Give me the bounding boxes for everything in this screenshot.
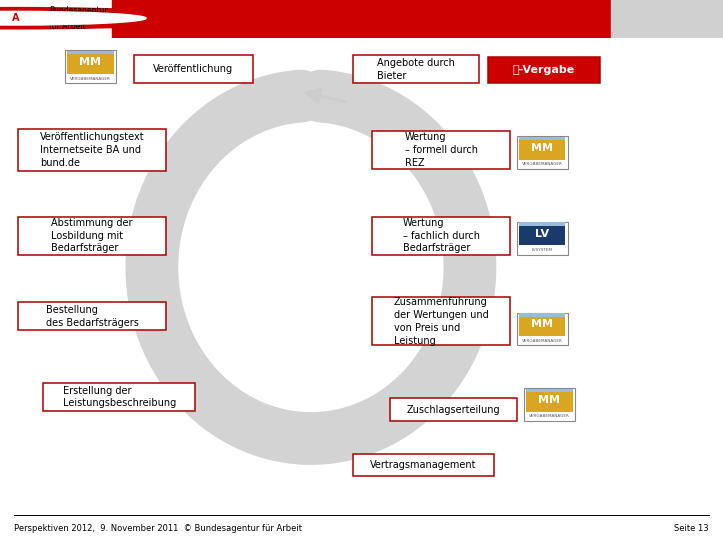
Text: Wertung
– formell durch
REZ: Wertung – formell durch REZ — [405, 132, 477, 168]
FancyBboxPatch shape — [519, 139, 565, 160]
Text: Wertung
– fachlich durch
Bedarfsträger: Wertung – fachlich durch Bedarfsträger — [403, 218, 479, 254]
FancyBboxPatch shape — [519, 315, 565, 336]
Bar — [611, 0, 723, 38]
FancyBboxPatch shape — [517, 136, 568, 169]
FancyBboxPatch shape — [372, 217, 510, 255]
FancyBboxPatch shape — [526, 389, 573, 392]
FancyBboxPatch shape — [488, 57, 600, 83]
Circle shape — [0, 8, 218, 29]
Text: A: A — [12, 13, 20, 23]
FancyBboxPatch shape — [526, 391, 573, 412]
Text: 🖱-Vergabe: 🖱-Vergabe — [513, 65, 576, 75]
Text: MM: MM — [80, 57, 101, 67]
FancyBboxPatch shape — [372, 298, 510, 345]
FancyBboxPatch shape — [519, 313, 565, 317]
FancyBboxPatch shape — [519, 222, 565, 226]
Text: Angebote durch
Bieter: Angebote durch Bieter — [377, 58, 455, 81]
Text: Seite 13: Seite 13 — [674, 524, 709, 533]
FancyBboxPatch shape — [519, 137, 565, 140]
FancyBboxPatch shape — [67, 53, 114, 74]
FancyBboxPatch shape — [134, 55, 253, 83]
FancyBboxPatch shape — [18, 128, 166, 171]
Bar — [112, 0, 611, 38]
Text: Zusammenführung
der Wertungen und
von Preis und
Leistung: Zusammenführung der Wertungen und von Pr… — [393, 297, 489, 346]
FancyBboxPatch shape — [353, 454, 494, 476]
FancyBboxPatch shape — [519, 224, 565, 246]
FancyBboxPatch shape — [18, 217, 166, 255]
Text: Erstellung der
Leistungsbeschreibung: Erstellung der Leistungsbeschreibung — [63, 385, 176, 408]
Text: MM: MM — [531, 319, 553, 330]
Bar — [0, 0, 112, 38]
FancyBboxPatch shape — [517, 222, 568, 255]
FancyBboxPatch shape — [353, 55, 479, 83]
Text: Bestellung
des Bedarfsträgers: Bestellung des Bedarfsträgers — [46, 305, 139, 328]
FancyBboxPatch shape — [43, 383, 195, 411]
Text: Zuschlagserteilung: Zuschlagserteilung — [407, 404, 500, 415]
Text: Ablauf eines Vergabeverfahrens – elektronische Vergabe: Ablauf eines Vergabeverfahrens – elektro… — [29, 18, 581, 37]
Text: MM: MM — [531, 143, 553, 153]
FancyBboxPatch shape — [65, 50, 116, 83]
Text: Perspektiven 2012,  9. November 2011  © Bundesagentur für Arbeit: Perspektiven 2012, 9. November 2011 © Bu… — [14, 524, 302, 533]
Text: MM: MM — [539, 395, 560, 405]
Text: Bundesagentur: Bundesagentur — [49, 6, 108, 15]
Text: VERGABEMANAGER: VERGABEMANAGER — [529, 414, 570, 418]
Text: Abstimmung der
Losbildung mit
Bedarfsträger: Abstimmung der Losbildung mit Bedarfsträ… — [51, 218, 133, 254]
Text: LVSYSTEM: LVSYSTEM — [531, 248, 553, 252]
Circle shape — [0, 11, 146, 25]
Text: LV: LV — [535, 229, 549, 238]
FancyBboxPatch shape — [372, 131, 510, 169]
Text: Veröffentlichung: Veröffentlichung — [153, 64, 234, 74]
FancyBboxPatch shape — [524, 388, 575, 421]
Text: VERGABEMANAGER: VERGABEMANAGER — [70, 76, 111, 81]
Text: Vertragsmanagement: Vertragsmanagement — [370, 460, 476, 470]
Text: VERGABEMANAGER: VERGABEMANAGER — [522, 162, 562, 166]
Text: Veröffentlichungstext
Internetseite BA und
bund.de: Veröffentlichungstext Internetseite BA u… — [40, 132, 145, 168]
FancyBboxPatch shape — [390, 398, 517, 421]
Text: für Arbeit: für Arbeit — [49, 22, 86, 31]
FancyBboxPatch shape — [67, 51, 114, 54]
FancyBboxPatch shape — [18, 302, 166, 330]
FancyBboxPatch shape — [517, 313, 568, 345]
Text: VERGABEMANAGER: VERGABEMANAGER — [522, 339, 562, 343]
